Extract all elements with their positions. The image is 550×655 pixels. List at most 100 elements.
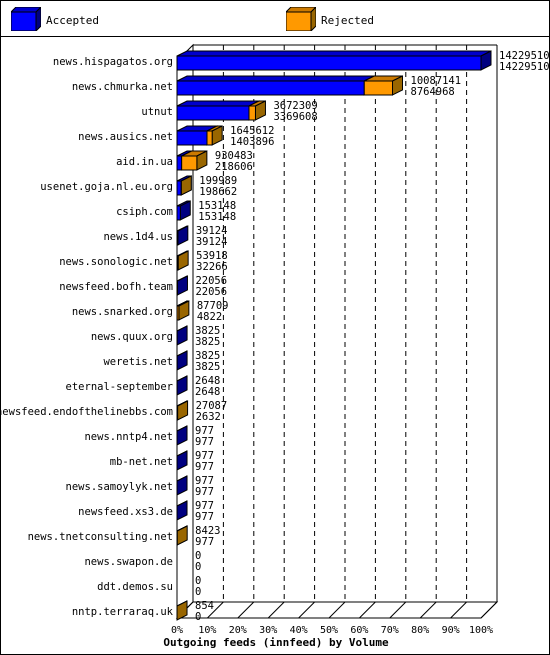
rejected-value-label: 4822: [197, 311, 222, 323]
accepted-bar: [176, 450, 188, 471]
accepted-value-label: 977: [195, 450, 214, 462]
category-label: news.hispagatos.org: [53, 56, 173, 68]
accepted-bar-face: [176, 205, 181, 221]
category-label: news.quux.org: [91, 331, 173, 343]
rejected-bar: [248, 100, 266, 121]
floor-tick: [237, 601, 255, 619]
category-label: eternal-september: [66, 381, 173, 393]
category-label: news.nntp4.net: [84, 431, 173, 443]
rejected-bar: [177, 250, 189, 271]
accepted-value-label: 14229510: [499, 50, 549, 62]
rejected-bar: [363, 75, 404, 96]
category-label: news.samoylyk.net: [66, 481, 173, 493]
accepted-bar: [176, 200, 191, 221]
accepted-bar-face: [176, 55, 482, 71]
accepted-bar-face: [176, 155, 183, 171]
category-label: usenet.goja.nl.eu.org: [40, 181, 173, 193]
category-label: mb-net.net: [110, 456, 173, 468]
x-tick-label: 80%: [411, 625, 429, 636]
category-label: newsfeed.endofthelinebbs.com: [1, 406, 173, 418]
rejected-bar-face: [181, 155, 198, 171]
x-tick-label: 10%: [198, 625, 216, 636]
category-label: newsfeed.bofh.team: [59, 281, 173, 293]
rejected-value-label: 977: [195, 536, 214, 548]
rejected-bar-face: [363, 80, 394, 96]
accepted-value-label: 1645612: [230, 125, 274, 137]
accepted-value-label: 977: [195, 425, 214, 437]
category-label: newsfeed.xs3.de: [78, 506, 173, 518]
category-label: csiph.com: [116, 206, 173, 218]
accepted-value-label: 977: [195, 500, 214, 512]
category-label: ddt.demos.su: [97, 581, 173, 593]
accepted-value-label: 0: [195, 550, 201, 562]
accepted-value-label: 39124: [196, 225, 228, 237]
accepted-bar: [176, 375, 188, 396]
accepted-bar: [176, 500, 188, 521]
accepted-value-label: 10087141: [411, 75, 462, 87]
accepted-bar-face: [176, 105, 250, 121]
accepted-value-label: 3825: [195, 350, 220, 362]
legend-rejected-swatch: [286, 7, 316, 31]
accepted-bar: [176, 275, 188, 296]
accepted-bar: [176, 350, 188, 371]
category-label: news.ausics.net: [78, 131, 173, 143]
category-label: news.sonologic.net: [59, 256, 173, 268]
accepted-bar-face: [176, 180, 182, 196]
accepted-value-label: 930483: [215, 150, 253, 162]
legend-accepted-label: Accepted: [46, 14, 99, 27]
x-axis-title: Outgoing feeds (innfeed) by Volume: [163, 636, 389, 649]
accepted-bar-top: [176, 100, 260, 107]
legend-accepted-swatch: [11, 7, 41, 31]
rejected-value-label: 977: [195, 461, 214, 473]
accepted-bar: [176, 225, 189, 246]
accepted-value-label: 153148: [198, 200, 236, 212]
floor-tick: [419, 601, 437, 619]
x-tick-label: 70%: [381, 625, 399, 636]
rejected-value-label: 977: [195, 436, 214, 448]
floor-tick: [389, 601, 407, 619]
rejected-value-label: 0: [195, 586, 201, 598]
floor-tick: [328, 601, 346, 619]
rejected-value-label: 1403896: [230, 136, 274, 148]
rejected-value-label: 8764968: [411, 86, 455, 98]
floor-tick: [207, 601, 224, 619]
accepted-bar: [176, 325, 188, 346]
rejected-value-label: 39124: [196, 236, 228, 248]
rejected-bar: [181, 150, 208, 171]
rejected-value-label: 2648: [195, 386, 220, 398]
accepted-value-label: 27087: [196, 400, 228, 412]
accepted-value-label: 87709: [197, 300, 229, 312]
floor-tick: [359, 601, 376, 619]
rejected-value-label: 218606: [215, 161, 253, 173]
accepted-bar-face: [176, 130, 208, 146]
x-tick-label: 60%: [350, 625, 368, 636]
accepted-value-label: 53918: [196, 250, 228, 262]
rejected-value-label: 32266: [196, 261, 228, 273]
rejected-value-label: 977: [195, 511, 214, 523]
category-label: news.1d4.us: [103, 231, 173, 243]
category-label: news.snarked.org: [72, 306, 173, 318]
rejected-value-label: 22056: [195, 286, 227, 298]
accepted-bar: [176, 425, 188, 446]
accepted-value-label: 3672309: [273, 100, 317, 112]
accepted-bar: [176, 100, 260, 121]
x-tick-label: 90%: [442, 625, 460, 636]
accepted-bar: [176, 475, 188, 496]
rejected-value-label: 977: [195, 486, 214, 498]
floor-tick: [480, 601, 498, 619]
floor-tick: [267, 601, 285, 619]
rejected-bar: [206, 125, 223, 146]
x-tick-label: 100%: [469, 625, 493, 636]
rejected-bar-face: [176, 405, 179, 421]
category-label: news.swapon.de: [84, 556, 173, 568]
rejected-value-label: 14229510: [499, 61, 549, 73]
rejected-value-label: 3825: [195, 361, 220, 373]
category-label: nntp.terraraq.uk: [72, 606, 174, 618]
accepted-value-label: 199989: [199, 175, 237, 187]
accepted-bar: [176, 600, 188, 621]
accepted-value-label: 22056: [195, 275, 227, 287]
rejected-value-label: 198662: [199, 186, 237, 198]
accepted-value-label: 0: [195, 575, 201, 587]
